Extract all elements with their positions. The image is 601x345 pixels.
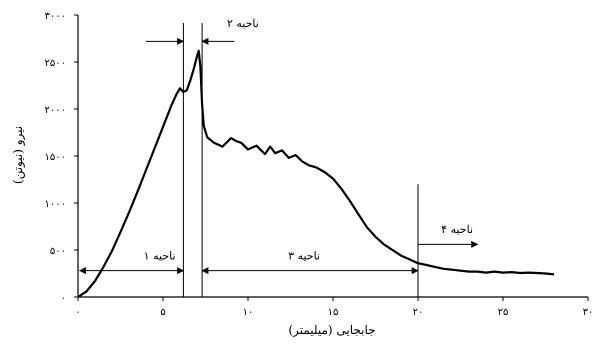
region-arrows — [78, 37, 479, 275]
y-tick-label: ۲۵۰۰ — [45, 58, 66, 69]
region-label: ناحیه ۴ — [441, 223, 473, 236]
region-label: ناحیه ۱ — [144, 249, 176, 262]
y-tick-label: ۲۰۰۰ — [45, 105, 66, 116]
x-tick-label: ۱۰ — [243, 307, 254, 318]
x-axis-title: جابجایی (میلیمتر) — [288, 323, 375, 337]
y-tick-label: ۳۰۰۰ — [45, 11, 66, 22]
region-labels: ناحیه ۱ ناحیه ۲ ناحیه ۳ ناحیه ۴ — [144, 17, 473, 262]
y-tick-label: ۰ — [61, 293, 66, 304]
y-axis-title: نیرو (نیوتن) — [11, 126, 25, 184]
tick-marks — [74, 14, 589, 301]
y-tick-label: ۱۵۰۰ — [45, 152, 66, 163]
y-tick-label: ۵۰۰ — [50, 246, 66, 257]
x-tick-label: ۰ — [75, 307, 80, 318]
x-tick-label: ۳۰ — [583, 307, 594, 318]
region-boundaries — [182, 23, 419, 297]
x-tick-label: ۲۵ — [498, 307, 509, 318]
force-curve — [77, 49, 555, 298]
x-tick-label: ۱۵ — [328, 307, 339, 318]
series-group — [77, 49, 555, 298]
region-label: ناحیه ۲ — [227, 17, 259, 30]
x-tick-label: ۵ — [160, 307, 165, 318]
tick-labels: ۰ ۵ ۱۰ ۱۵ ۲۰ ۲۵ ۳۰ ۰ ۵۰۰ ۱۰۰۰ ۱۵۰۰ ۲۰۰۰ ۲۵۰۰ ۳۰۰۰ — [45, 11, 594, 318]
x-tick-label: ۲۰ — [413, 307, 424, 318]
y-tick-label: ۱۰۰۰ — [45, 199, 66, 210]
region-label: ناحیه ۳ — [288, 249, 320, 262]
